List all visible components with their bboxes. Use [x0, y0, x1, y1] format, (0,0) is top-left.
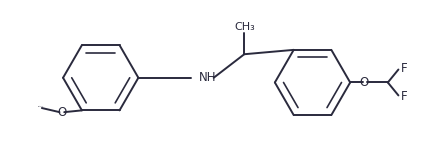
Text: F: F — [401, 90, 408, 103]
Text: CH₃: CH₃ — [234, 22, 255, 33]
Text: F: F — [401, 62, 408, 75]
Text: methoxy: methoxy — [37, 106, 44, 107]
Text: O: O — [360, 76, 369, 89]
Text: O: O — [57, 106, 66, 119]
Text: NH: NH — [198, 71, 216, 84]
